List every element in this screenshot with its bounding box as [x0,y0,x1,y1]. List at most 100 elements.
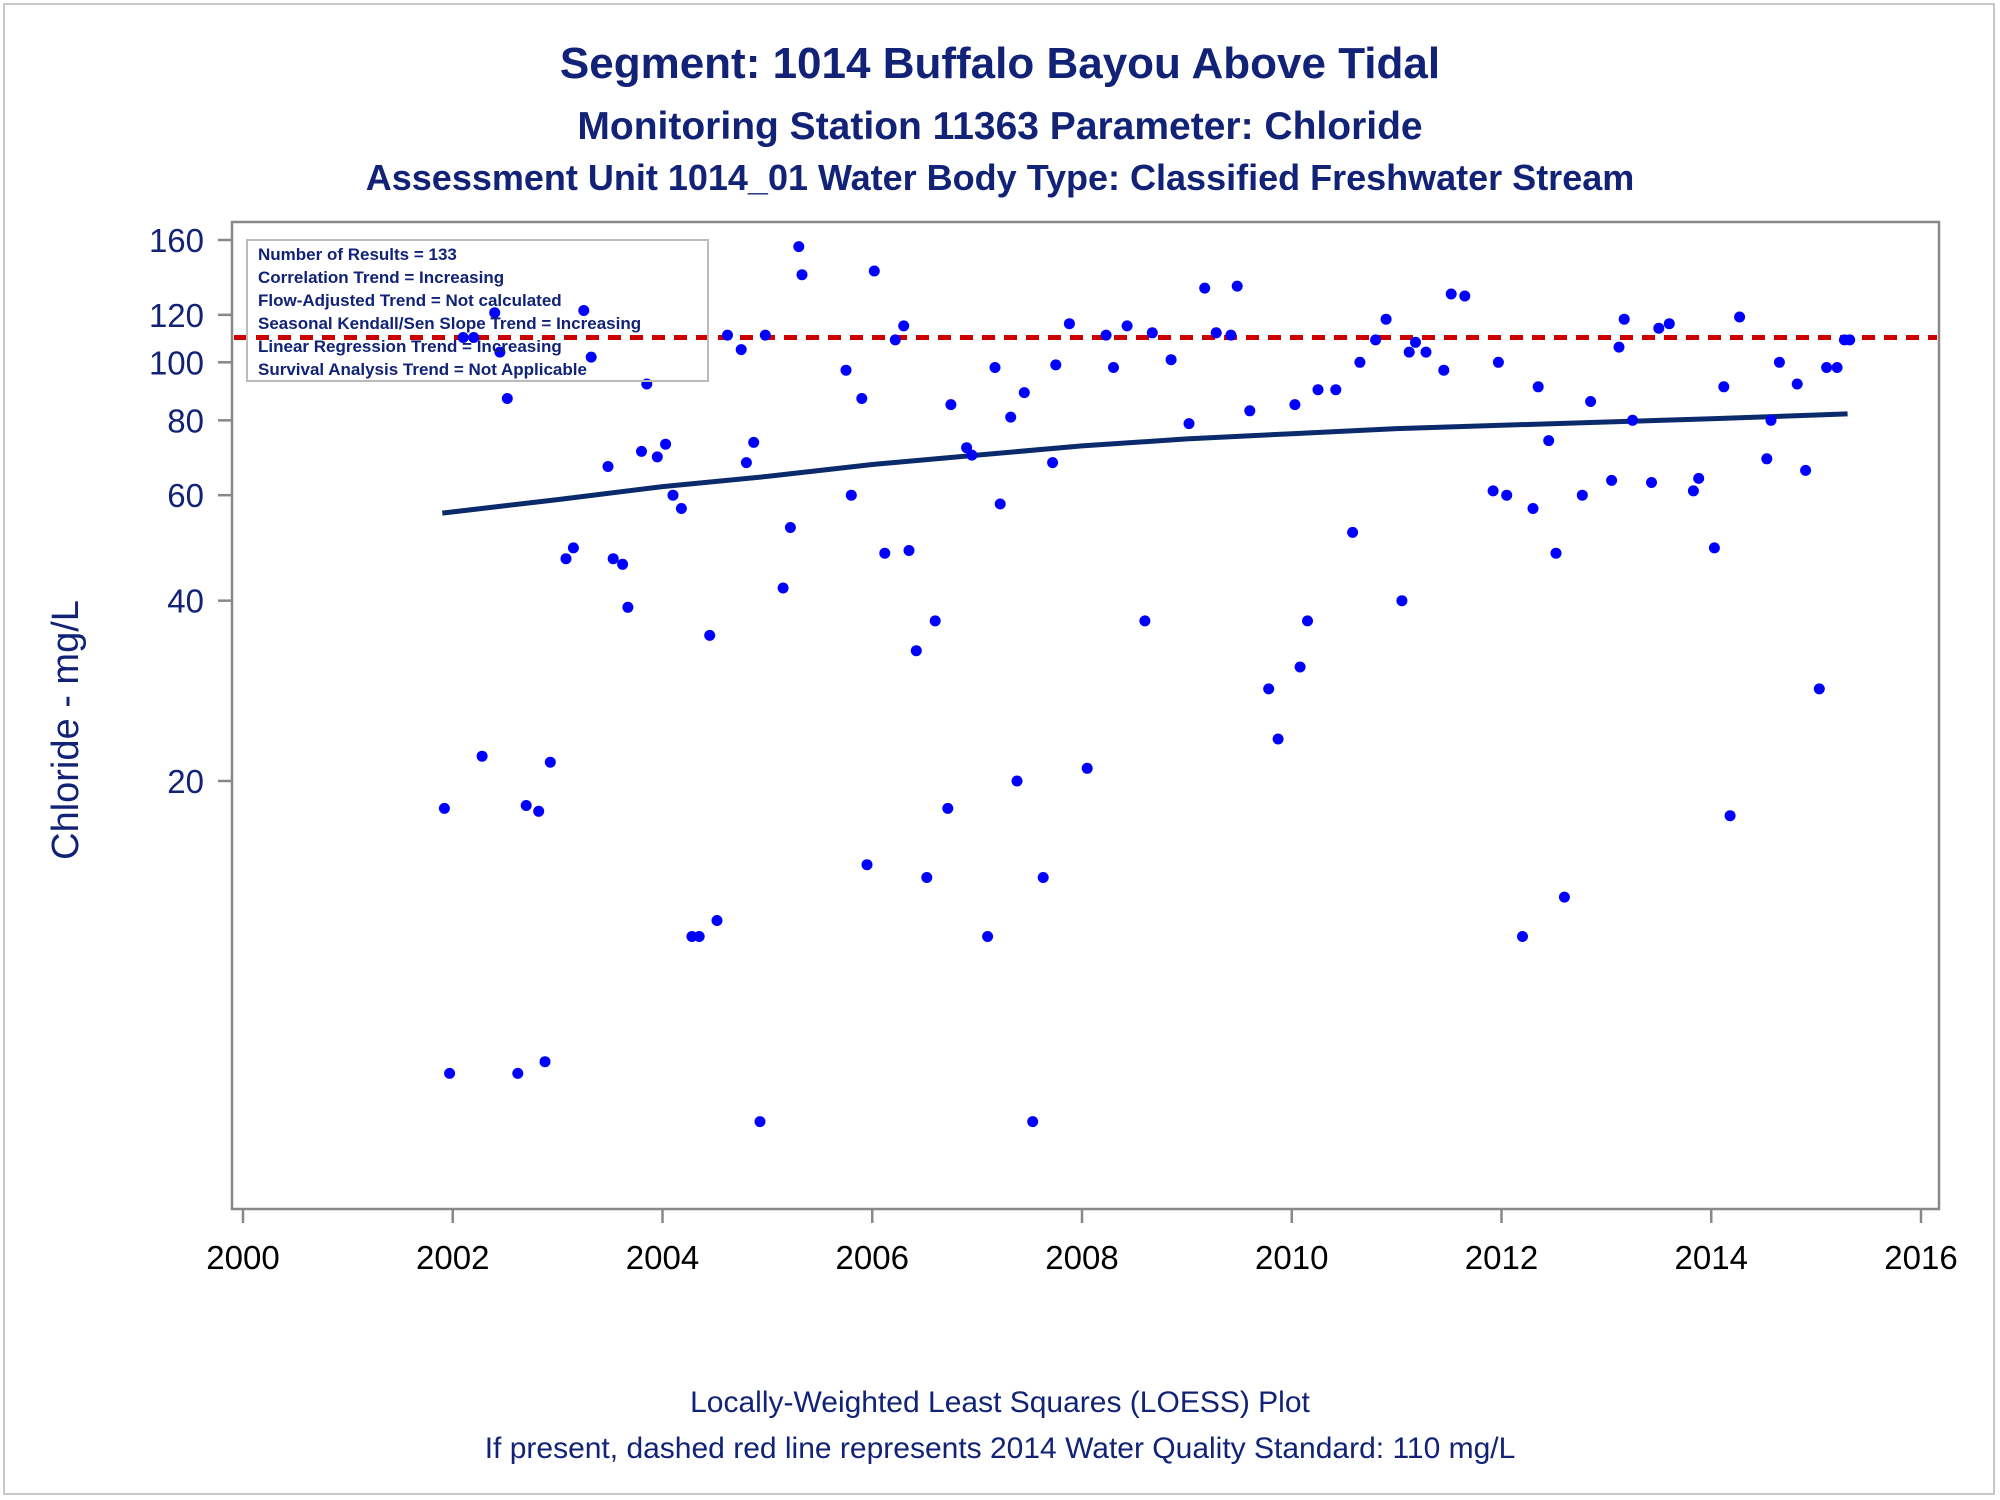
stat-line: Survival Analysis Trend = Not Applicable [258,360,587,379]
data-point [889,334,901,346]
data-point [1653,322,1665,334]
data-point [861,859,873,871]
data-point [1844,334,1856,346]
stat-line: Flow-Adjusted Trend = Not calculated [258,291,562,310]
data-point [989,362,1001,373]
data-point [1018,387,1030,399]
x-tick-label: 2004 [626,1239,699,1276]
data-point [544,756,556,768]
data-point [735,344,747,356]
data-point [1517,931,1528,942]
data-point [796,269,808,281]
data-point [754,1116,766,1128]
data-point [1403,346,1415,358]
data-point [1199,282,1211,294]
data-point [740,457,752,469]
data-point [1302,615,1313,627]
data-point [1527,503,1539,514]
x-tick-label: 2010 [1255,1239,1328,1276]
data-point [1687,485,1699,497]
data-point [704,629,716,641]
data-point [722,329,733,341]
data-point [1210,327,1222,339]
y-tick-label: 40 [167,583,204,620]
data-point [1765,414,1777,426]
data-point [1438,364,1450,376]
data-point [1410,336,1421,348]
data-point [1543,435,1555,447]
data-point [1420,346,1432,358]
data-point [759,329,771,341]
data-point [607,553,619,565]
data-point [1708,542,1720,554]
data-point [1791,378,1803,390]
data-point [1831,362,1843,373]
data-point [1813,683,1825,695]
data-point [1396,595,1408,607]
data-points [438,241,1856,1128]
data-point [438,802,450,814]
stat-line: Seasonal Kendall/Sen Slope Trend = Incre… [258,314,641,333]
stat-line: Linear Regression Trend = Increasing [258,337,562,356]
data-point [711,915,723,926]
data-point [660,438,672,450]
data-point [784,522,796,533]
data-point [1613,341,1625,353]
data-point [693,931,705,942]
data-point [1347,526,1359,538]
data-point [1380,313,1392,325]
data-point [1244,405,1256,417]
stats-box: Number of Results = 133 Correlation Tren… [246,239,709,382]
data-point [1492,356,1504,368]
data-point [1165,354,1177,366]
y-tick-label: 160 [149,222,204,259]
x-tick-label: 2008 [1045,1239,1118,1276]
data-point [602,461,614,472]
data-point [1225,329,1237,341]
data-point [1100,329,1112,341]
data-point [501,393,513,404]
data-point [1627,414,1639,426]
data-point [1532,381,1544,393]
data-point [1081,762,1093,774]
data-point [567,542,579,554]
data-point [1011,775,1023,787]
data-point [945,399,957,411]
data-point [1354,356,1366,368]
data-point [468,332,480,343]
data-point [1663,318,1675,330]
x-tick-label: 2016 [1884,1239,1957,1276]
data-point [1370,334,1382,346]
loess-curve [442,411,1848,516]
data-point [929,615,941,627]
data-point [910,645,922,657]
data-point [1289,399,1301,411]
data-point [840,364,852,376]
data-point [1108,362,1119,373]
data-point [1734,311,1746,323]
stat-line: Correlation Trend = Increasing [258,268,504,287]
data-point [856,393,868,404]
data-point [1773,356,1785,368]
data-point [1231,280,1243,292]
data-point [1183,418,1195,430]
x-tick-label: 2014 [1675,1239,1748,1276]
data-point [1693,472,1705,484]
y-axis: 160 120 100 80 60 40 20 [149,222,232,800]
data-point [1487,485,1499,497]
stats-box-border [246,239,709,382]
data-point [903,545,915,556]
y-tick-label: 80 [167,402,204,439]
data-point [1047,457,1059,469]
data-point [667,489,679,501]
y-tick-label: 120 [149,297,204,334]
data-point [982,931,994,942]
data-point [512,1067,524,1079]
data-point [748,436,760,448]
data-point [793,241,805,253]
data-point [1501,489,1513,501]
chart-subtitle: Monitoring Station 11363 Parameter: Chlo… [577,105,1422,148]
footer-line-1: Locally-Weighted Least Squares (LOESS) P… [690,1386,1310,1419]
x-tick-label: 2006 [836,1239,909,1276]
chart-title: Segment: 1014 Buffalo Bayou Above Tidal [560,39,1440,88]
